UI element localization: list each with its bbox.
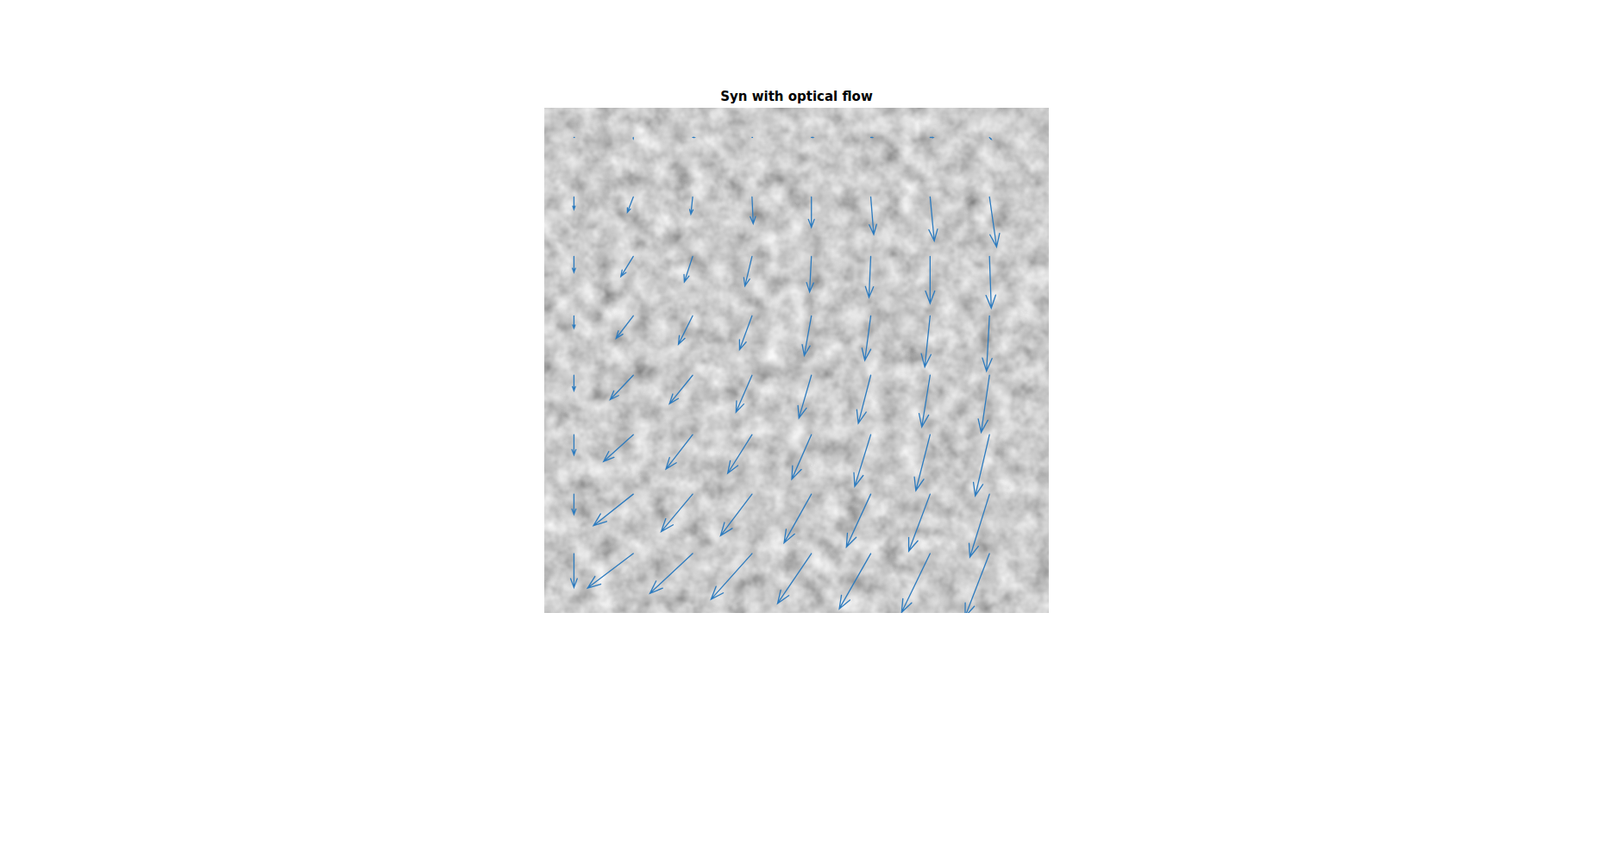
arrow — [570, 553, 578, 588]
arrow — [665, 434, 693, 470]
arrow — [989, 137, 992, 139]
arrow — [929, 136, 933, 139]
arrow — [572, 256, 577, 273]
arrow — [914, 434, 930, 491]
arrow — [806, 256, 814, 292]
image-background — [544, 107, 1049, 614]
arrow — [627, 196, 634, 213]
arrow — [978, 375, 990, 433]
arrow — [973, 434, 991, 496]
arrow — [572, 375, 577, 391]
arrow — [572, 315, 576, 328]
arrow — [865, 256, 873, 298]
arrow — [777, 553, 811, 604]
arrow — [692, 137, 695, 139]
arrow — [739, 315, 753, 350]
arrow — [791, 434, 812, 480]
arrow — [751, 137, 753, 139]
arrow — [632, 137, 634, 139]
arrow — [985, 256, 996, 308]
arrow — [808, 196, 815, 227]
arrow — [678, 315, 694, 345]
title: Syn with optical flow — [720, 88, 873, 105]
arrow — [727, 434, 753, 474]
arrow — [650, 553, 694, 594]
arrow — [921, 315, 931, 367]
arrow — [571, 434, 577, 455]
arrow — [989, 196, 1000, 247]
chart: Syn with optical flow — [0, 0, 1600, 863]
arrow — [621, 256, 634, 277]
arrow — [909, 494, 931, 552]
arrow — [683, 256, 693, 283]
arrow — [797, 375, 812, 419]
arrow — [573, 137, 576, 139]
arrow — [784, 494, 812, 544]
arrow — [750, 196, 756, 224]
arrow — [571, 494, 577, 515]
arrow — [982, 315, 992, 371]
arrow — [846, 494, 871, 547]
arrow — [811, 137, 814, 139]
arrow — [802, 315, 812, 356]
arrow — [925, 256, 935, 303]
arrow — [710, 553, 752, 600]
arrow — [735, 375, 753, 413]
arrow — [856, 375, 871, 424]
arrow — [615, 315, 634, 339]
arrow — [587, 553, 634, 589]
arrows — [570, 137, 1000, 614]
arrow — [690, 196, 694, 214]
arrow — [609, 375, 634, 400]
image-texture — [544, 107, 1049, 614]
arrow — [871, 137, 873, 139]
arrow — [853, 434, 872, 487]
arrow — [720, 494, 752, 536]
arrow — [661, 494, 693, 532]
arrow — [969, 494, 991, 558]
arrow — [869, 196, 878, 234]
arrow — [901, 553, 930, 613]
arrow — [965, 553, 990, 614]
arrow — [919, 375, 931, 427]
arrow — [839, 553, 871, 609]
arrow — [669, 375, 693, 404]
arrow — [743, 256, 752, 286]
arrow — [572, 196, 576, 209]
arrow — [861, 315, 871, 361]
arrow — [928, 196, 938, 241]
arrow — [593, 494, 634, 527]
arrow — [603, 434, 634, 462]
